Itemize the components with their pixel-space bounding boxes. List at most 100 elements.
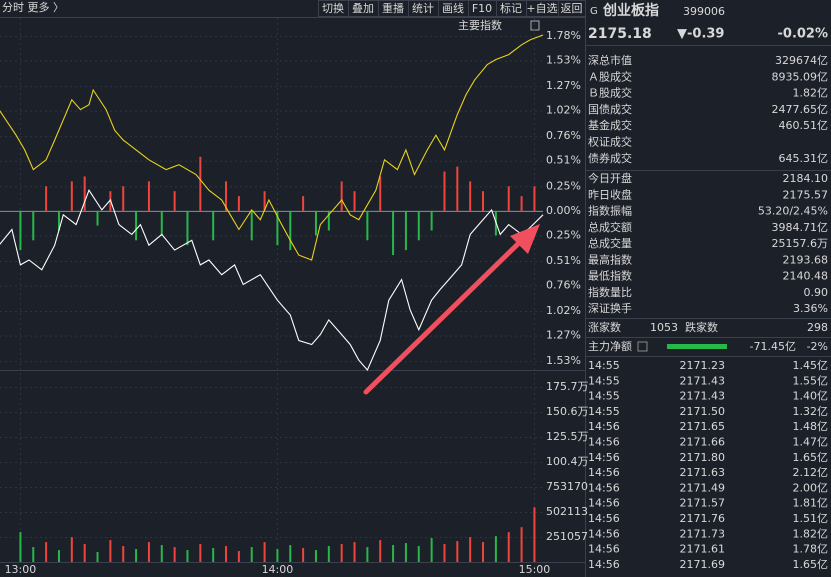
momentum-bar bbox=[443, 171, 446, 211]
stat-value: 645.31亿 bbox=[779, 152, 829, 165]
tick-volume: 1.48亿 bbox=[793, 420, 829, 433]
momentum-bar bbox=[314, 210, 317, 236]
y-tick-label: 0.76% bbox=[546, 129, 581, 142]
volume-bar bbox=[469, 537, 472, 562]
y-tick-label: 0.76% bbox=[546, 279, 581, 292]
momentum-bar bbox=[456, 166, 459, 211]
price-line bbox=[0, 188, 544, 372]
toolbar-button-label[interactable]: 返回 bbox=[561, 2, 583, 15]
index-name: 创业板指 bbox=[602, 2, 659, 19]
volume-bar bbox=[327, 546, 330, 562]
momentum-bar bbox=[417, 210, 420, 241]
momentum-bar bbox=[135, 210, 138, 241]
momentum-bar bbox=[366, 210, 369, 241]
tick-volume: 1.55亿 bbox=[793, 374, 829, 387]
stat-label: 昨日收盘 bbox=[588, 187, 632, 201]
tick-price: 2171.50 bbox=[680, 405, 726, 418]
y-tick-label: 150.6万 bbox=[546, 405, 589, 418]
tick-time: 14:56 bbox=[588, 420, 620, 433]
momentum-bar bbox=[96, 210, 99, 226]
volume-bar bbox=[225, 546, 228, 562]
tick-time: 14:56 bbox=[588, 481, 620, 494]
tick-volume: 1.51亿 bbox=[793, 512, 829, 525]
toolbar-left[interactable]: 分时 更多 〉 bbox=[2, 0, 64, 14]
momentum-bar bbox=[469, 181, 472, 211]
toolbar-button-label[interactable]: 画线 bbox=[442, 1, 464, 15]
toolbar-button-label[interactable]: 叠加 bbox=[352, 2, 374, 15]
momentum-bar bbox=[212, 210, 215, 241]
toolbar-button-label[interactable]: 切换 bbox=[322, 1, 344, 15]
volume-bar bbox=[45, 542, 48, 562]
volume-bar bbox=[135, 549, 138, 562]
tick-price: 2171.66 bbox=[680, 436, 726, 449]
toolbar-button-label[interactable]: 重播 bbox=[382, 1, 404, 15]
volume-bar bbox=[122, 546, 125, 562]
volume-bar bbox=[353, 542, 356, 562]
toolbar-button[interactable] bbox=[558, 0, 586, 17]
momentum-bar bbox=[404, 210, 407, 251]
stat-label: 最低指数 bbox=[588, 269, 632, 283]
toolbar-button-label[interactable]: F10 bbox=[472, 2, 492, 15]
stat-label: 债券成交 bbox=[588, 151, 632, 165]
momentum-bar bbox=[340, 181, 343, 211]
volume-bar bbox=[173, 547, 176, 562]
momentum-bar bbox=[237, 196, 240, 211]
toolbar-button-label[interactable]: +自选 bbox=[526, 2, 557, 15]
stat-label: 总成交额 bbox=[588, 220, 632, 234]
y-tick-label: 753170 bbox=[546, 480, 588, 493]
index-checkbox[interactable] bbox=[530, 20, 540, 31]
y-tick-label: 0.25% bbox=[546, 228, 581, 241]
momentum-bar bbox=[250, 210, 253, 241]
y-tick-label: 1.27% bbox=[546, 329, 581, 342]
volume-bar bbox=[392, 545, 395, 562]
momentum-bar bbox=[520, 196, 523, 211]
momentum-bar bbox=[379, 176, 382, 211]
momentum-bar bbox=[160, 210, 163, 236]
volume-bar bbox=[96, 552, 99, 562]
stat-label: 深证换手 bbox=[588, 301, 632, 315]
volume-bar bbox=[19, 532, 22, 562]
stat-label: 权证成交 bbox=[588, 135, 632, 149]
momentum-bar bbox=[533, 186, 536, 211]
stat-label: 深总市值 bbox=[588, 53, 632, 67]
toolbar-button-label[interactable]: 统计 bbox=[412, 2, 434, 15]
momentum-bar bbox=[482, 191, 485, 211]
tick-price: 2171.63 bbox=[680, 466, 726, 479]
tick-price: 2171.23 bbox=[680, 359, 726, 372]
momentum-bar bbox=[45, 186, 48, 211]
volume-bar bbox=[404, 543, 407, 562]
momentum-bar bbox=[276, 210, 279, 246]
y-tick-label: 502113 bbox=[546, 505, 588, 518]
stat-value: 460.51亿 bbox=[779, 119, 829, 132]
x-tick-label: 14:00 bbox=[262, 563, 294, 576]
y-tick-label: 100.4万 bbox=[546, 455, 589, 468]
up-label: 涨家数 bbox=[588, 320, 621, 334]
tick-price: 2171.49 bbox=[680, 481, 726, 494]
stat-value: 53.20/2.45% bbox=[758, 205, 828, 218]
tick-volume: 1.47亿 bbox=[793, 436, 829, 449]
tick-volume: 1.40亿 bbox=[793, 390, 829, 403]
volume-bar bbox=[379, 540, 382, 562]
volume-bar bbox=[314, 550, 317, 562]
momentum-bar bbox=[83, 176, 86, 211]
x-tick-label: 13:00 bbox=[5, 563, 37, 576]
momentum-bar bbox=[173, 191, 176, 211]
price-line bbox=[0, 34, 544, 261]
stat-value: 25157.6万 bbox=[772, 237, 829, 250]
stat-label: 国债成交 bbox=[588, 102, 632, 116]
last-price: 2175.18 bbox=[588, 26, 652, 42]
y-tick-label: 0.00% bbox=[546, 204, 581, 217]
momentum-bar bbox=[225, 181, 228, 211]
y-tick-label: 251057 bbox=[546, 530, 588, 543]
tick-volume: 1.65亿 bbox=[793, 451, 829, 464]
x-tick-label: 15:00 bbox=[519, 563, 551, 576]
tick-volume: 1.82亿 bbox=[793, 527, 829, 540]
volume-bar bbox=[443, 544, 446, 562]
change-pct: -0.02% bbox=[778, 27, 829, 42]
y-tick-label: 1.02% bbox=[546, 304, 581, 317]
tick-time: 14:55 bbox=[588, 374, 620, 387]
y-tick-label: 0.25% bbox=[546, 179, 581, 192]
toolbar-button-label[interactable]: 标记 bbox=[500, 1, 522, 15]
flow-icon[interactable] bbox=[637, 341, 648, 352]
tick-time: 14:56 bbox=[588, 451, 620, 464]
